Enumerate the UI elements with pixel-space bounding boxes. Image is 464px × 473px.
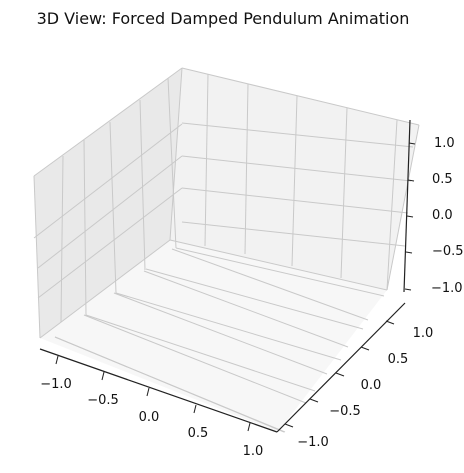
y-tick-mark <box>385 320 395 325</box>
z-tick-mark <box>407 179 415 182</box>
side-horizontal-grid-line <box>33 123 183 239</box>
y-axis-line <box>276 302 406 433</box>
x-tick-mark <box>146 387 150 397</box>
left-vertical-grid-line <box>83 139 87 316</box>
z-tick-label: −1.0 <box>431 281 463 296</box>
z-tick-label: 0.5 <box>432 172 453 187</box>
chart-title: 3D View: Forced Damped Pendulum Animatio… <box>37 9 410 28</box>
back-vertical-grid-line <box>204 73 209 247</box>
left-vertical-grid-line <box>60 155 64 323</box>
floor-grid-line <box>85 314 316 392</box>
z-tick-label: 0.0 <box>432 208 453 223</box>
z-tick-label: −0.5 <box>432 244 464 259</box>
axes-panes <box>34 68 419 432</box>
side-horizontal-grid-line <box>39 239 171 339</box>
z-tick-mark <box>405 251 413 254</box>
floor-grid-line <box>115 292 342 361</box>
side-pane <box>34 68 182 338</box>
left-vertical-grid-line <box>33 175 41 339</box>
side-horizontal-grid-line <box>33 67 183 177</box>
back-vertical-grid-line <box>244 83 249 255</box>
z-tick-label: 1.0 <box>434 136 455 151</box>
left-vertical-grid-line <box>167 77 177 249</box>
x-axis-line <box>39 348 278 433</box>
x-grid-line <box>143 270 349 348</box>
y-tick-label: 1.0 <box>413 326 434 341</box>
y-tick-label: −1.0 <box>297 435 329 450</box>
y-tick-mark <box>309 398 319 403</box>
axis-lines <box>39 119 416 433</box>
back-horizontal-grid-line <box>169 239 388 291</box>
floor-grid-line <box>54 336 286 433</box>
z-tick-mark <box>408 142 416 145</box>
floor-pane <box>40 240 387 432</box>
x-tick-mark <box>101 371 105 381</box>
left-vertical-grid-line <box>169 67 183 241</box>
back-horizontal-grid-line <box>181 67 420 126</box>
z-tick-mark <box>404 288 412 291</box>
y-tick-mark <box>360 346 370 351</box>
x-grid-line <box>171 248 369 321</box>
grid-lines <box>33 67 420 433</box>
x-tick-label: 1.0 <box>243 444 264 459</box>
x-grid-line <box>113 292 328 375</box>
x-tick-label: −1.0 <box>40 377 72 392</box>
x-tick-mark <box>247 422 251 432</box>
y-tick-label: −0.5 <box>329 404 361 419</box>
x-tick-label: 0.5 <box>188 426 209 441</box>
x-tick-label: 0.0 <box>139 410 160 425</box>
back-vertical-grid-line <box>291 95 298 267</box>
side-horizontal-grid-line <box>37 155 183 269</box>
left-vertical-grid-line <box>109 121 117 294</box>
tick-labels: −1.0−0.50.00.51.01.00.50.0−0.5−1.01.00.5… <box>40 136 463 459</box>
y-tick-mark <box>284 423 294 428</box>
floor-grid-line <box>175 247 385 297</box>
side-horizontal-grid-line <box>37 187 183 299</box>
z-tick-mark <box>406 215 414 218</box>
back-horizontal-grid-line <box>181 122 414 148</box>
back-horizontal-grid-line <box>181 155 412 182</box>
x-tick-label: −0.5 <box>87 393 119 408</box>
back-horizontal-grid-line <box>181 187 409 214</box>
floor-grid-line <box>145 268 364 330</box>
x-grid-line <box>83 314 307 404</box>
y-tick-mark <box>335 372 345 377</box>
z-axis-line <box>403 119 411 293</box>
back-vertical-grid-line <box>386 119 398 291</box>
back-horizontal-grid-line <box>181 221 406 247</box>
left-vertical-grid-line <box>139 99 146 271</box>
back-vertical-grid-line <box>340 107 348 279</box>
x-tick-mark <box>193 404 197 414</box>
y-tick-label: 0.0 <box>361 378 382 393</box>
y-tick-label: 0.5 <box>388 352 409 367</box>
back-vertical-grid-line <box>386 124 420 291</box>
x-tick-mark <box>55 355 59 365</box>
